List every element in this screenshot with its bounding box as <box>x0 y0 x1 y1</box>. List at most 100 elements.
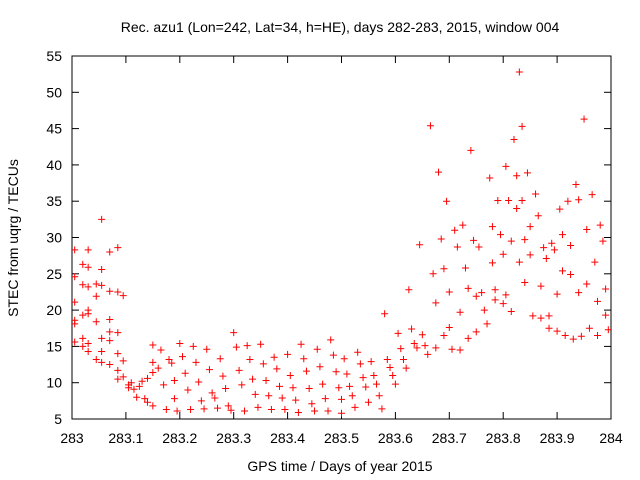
data-point <box>114 288 122 296</box>
data-point <box>170 395 178 403</box>
data-point <box>429 270 437 278</box>
data-point <box>537 314 545 322</box>
data-point <box>84 246 92 254</box>
data-point <box>343 370 351 378</box>
data-point <box>491 286 499 294</box>
data-point <box>410 339 418 347</box>
x-tick-label: 283.9 <box>540 430 575 446</box>
data-point <box>575 196 583 204</box>
data-point <box>92 280 100 288</box>
data-point <box>119 357 127 365</box>
data-point <box>98 265 106 273</box>
data-point <box>246 355 254 363</box>
data-point <box>502 291 510 299</box>
data-point <box>391 380 399 388</box>
data-point <box>518 122 526 130</box>
data-point <box>575 289 583 297</box>
data-point <box>162 406 170 414</box>
data-point <box>106 328 114 336</box>
data-point <box>408 325 416 333</box>
data-point <box>149 402 157 410</box>
data-point <box>594 297 602 305</box>
data-point <box>440 332 448 340</box>
data-point <box>497 231 505 239</box>
data-point <box>383 355 391 363</box>
data-point <box>583 226 591 234</box>
y-tick-label: 20 <box>46 302 62 318</box>
data-point <box>373 380 381 388</box>
data-point <box>211 394 219 402</box>
data-point <box>311 407 319 415</box>
data-point <box>157 346 165 354</box>
data-point <box>572 181 580 189</box>
data-point <box>119 373 127 381</box>
data-point <box>577 332 585 340</box>
data-point <box>338 395 345 403</box>
y-tick-label: 45 <box>46 121 62 137</box>
data-point <box>227 406 235 414</box>
y-axis-label: STEC from uqrg / TECUs <box>5 159 21 317</box>
data-point <box>106 337 114 345</box>
data-point <box>486 174 494 182</box>
data-point <box>356 360 364 368</box>
data-point <box>98 281 106 289</box>
data-point <box>173 407 181 415</box>
data-point <box>604 326 612 334</box>
data-point <box>149 341 157 349</box>
data-point <box>270 353 278 361</box>
data-point <box>133 393 141 401</box>
data-point <box>510 135 518 143</box>
data-point <box>265 392 273 400</box>
data-point <box>294 408 302 416</box>
data-point <box>138 377 146 385</box>
data-point <box>599 237 607 245</box>
data-point <box>267 406 275 414</box>
data-point <box>464 284 472 292</box>
data-point <box>569 335 577 343</box>
data-point <box>216 355 224 363</box>
data-point <box>84 263 92 271</box>
data-point <box>106 316 114 324</box>
data-point <box>494 196 502 204</box>
data-point <box>281 406 289 414</box>
data-point <box>251 390 259 398</box>
data-point <box>346 382 354 390</box>
data-point <box>558 231 566 239</box>
data-point <box>467 146 475 154</box>
data-point <box>114 350 122 358</box>
data-point <box>114 375 122 383</box>
data-point <box>499 250 507 258</box>
data-point <box>79 281 87 289</box>
data-point <box>443 197 451 205</box>
data-point <box>143 398 151 406</box>
data-point <box>240 407 248 415</box>
data-point <box>399 355 407 363</box>
data-point <box>219 372 227 380</box>
x-tick-label: 283.3 <box>216 430 251 446</box>
data-point <box>548 239 556 247</box>
data-point <box>176 339 184 347</box>
data-point <box>580 115 588 123</box>
x-axis-label: GPS time / Days of year 2015 <box>247 458 432 474</box>
data-point <box>98 358 106 366</box>
data-point <box>262 377 270 385</box>
data-point <box>222 385 230 393</box>
data-point <box>445 288 453 296</box>
data-point <box>432 344 440 352</box>
data-point <box>513 204 521 212</box>
data-point <box>192 358 200 366</box>
y-tick-label: 25 <box>46 266 62 282</box>
data-point <box>181 369 189 377</box>
data-point <box>351 403 359 411</box>
y-tick-label: 40 <box>46 157 62 173</box>
data-point <box>456 346 464 354</box>
data-point <box>532 190 540 198</box>
chart-title: Rec. azu1 (Lon=242, Lat=34, h=HE), days … <box>121 19 560 35</box>
y-tick-label: 50 <box>46 84 62 100</box>
data-point <box>518 196 526 204</box>
data-point <box>540 244 548 252</box>
data-point <box>168 359 176 367</box>
data-point <box>534 212 542 220</box>
data-point <box>488 223 496 231</box>
data-point <box>292 396 300 404</box>
